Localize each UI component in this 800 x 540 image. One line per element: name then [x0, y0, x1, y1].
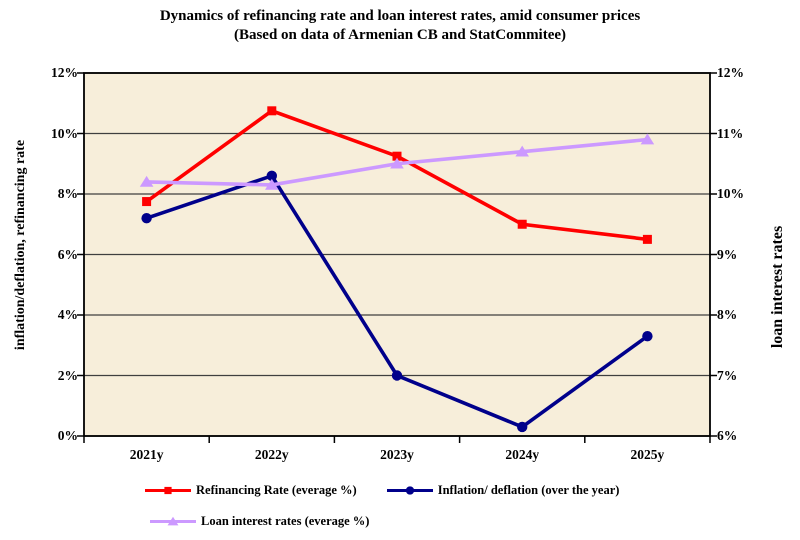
left-axis-tick-label: 2% — [57, 367, 78, 383]
marker-square-icon — [392, 151, 402, 161]
right-axis-tick-label: 11% — [717, 125, 744, 141]
legend-row-2: Loan interest rates (everage %) — [150, 514, 369, 529]
marker-triangle-icon — [640, 133, 655, 145]
right-axis-tick-label: 12% — [717, 65, 744, 80]
marker-triangle-icon — [139, 175, 154, 187]
right-axis-tick-label: 10% — [717, 186, 744, 201]
legend-square-icon — [145, 486, 191, 495]
legend-label: Refinancing Rate (everage %) — [196, 483, 357, 497]
x-axis-category-label: 2023y — [380, 447, 414, 462]
right-axis-tick-label: 6% — [717, 428, 738, 443]
legend-item-2: Loan interest rates (everage %) — [150, 514, 369, 529]
x-axis-category-label: 2022y — [254, 447, 289, 462]
marker-triangle-icon — [265, 178, 279, 190]
marker-square-icon — [142, 197, 152, 207]
marker-triangle-icon — [515, 145, 529, 157]
marker-triangle-icon — [390, 157, 404, 169]
legend-row-1: Refinancing Rate (everage %) Inflation/ d… — [145, 483, 619, 498]
marker-circle-icon — [405, 486, 414, 495]
marker-triangle-icon — [167, 516, 179, 526]
marker-square-icon — [642, 234, 652, 244]
marker-square-icon — [517, 219, 527, 229]
left-axis-tick-label: 0% — [57, 428, 78, 443]
marker-circle-icon — [266, 170, 277, 182]
legend-triangle-icon — [150, 516, 196, 526]
chart-title: Dynamics of refinancing rate and loan in… — [0, 7, 800, 45]
marker-circle-icon — [391, 370, 403, 381]
left-axis-tick-label: 10% — [51, 125, 78, 141]
chart-title-line2: (Based on data of Armenian CB and StatCo… — [233, 27, 567, 43]
left-axis-tick-label: 6% — [57, 246, 78, 262]
left-axis-tick-label: 12% — [51, 65, 78, 80]
right-axis-tick-label: 8% — [717, 307, 738, 322]
right-axis-tick-label: 9% — [717, 246, 738, 262]
marker-square-icon — [267, 106, 277, 116]
right-axis-tick-label: 7% — [717, 367, 738, 383]
marker-circle-icon — [141, 213, 152, 224]
chart-title-line1: Dynamics of refinancing rate and loan in… — [159, 8, 641, 24]
legend-item-0: Refinancing Rate (everage %) — [145, 483, 357, 498]
x-axis-category-label: 2021y — [129, 447, 164, 462]
marker-circle-icon — [642, 330, 653, 342]
legend-label: Inflation/ deflation (over the year) — [437, 483, 620, 497]
marker-square-icon — [164, 486, 172, 495]
x-axis-category-label: 2025y — [630, 447, 665, 462]
left-axis-tick-label: 4% — [57, 307, 78, 322]
marker-circle-icon — [517, 421, 528, 433]
legend-label: Loan interest rates (everage %) — [201, 514, 370, 528]
left-axis-tick-label: 8% — [57, 186, 78, 201]
legend-item-1: Inflation/ deflation (over the year) — [386, 483, 620, 498]
x-axis-category-label: 2024y — [505, 447, 540, 462]
legend-circle-icon — [386, 486, 433, 495]
